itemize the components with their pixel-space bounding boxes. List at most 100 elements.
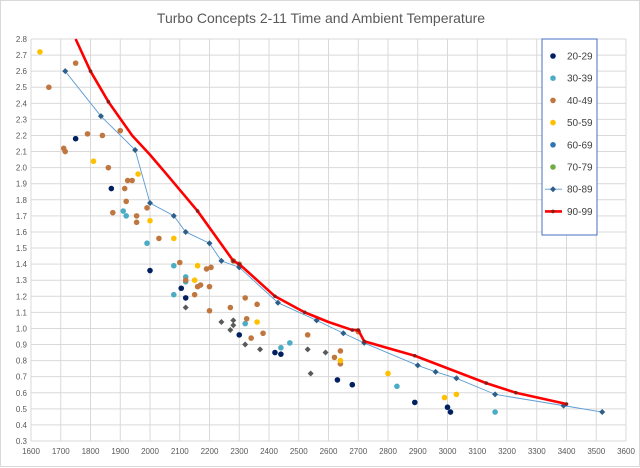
data-point [147, 217, 153, 224]
x-tick-label: 2800 [379, 447, 397, 456]
data-point [350, 328, 355, 332]
y-tick-label: 1.5 [16, 244, 28, 253]
data-point [307, 370, 314, 377]
legend-label: 60-69 [567, 140, 593, 151]
legend-item: 60-69 [550, 140, 593, 151]
legend-marker [550, 142, 556, 148]
data-point [414, 362, 421, 369]
y-tick-label: 1.7 [16, 212, 28, 221]
y-tick-label: 1.3 [16, 276, 28, 285]
data-point [72, 60, 79, 66]
data-point [349, 381, 356, 388]
data-point [236, 332, 243, 338]
data-point [411, 399, 418, 406]
data-point [203, 266, 210, 272]
data-point [132, 146, 139, 153]
data-point [322, 349, 329, 356]
data-point [105, 164, 112, 171]
data-point [304, 346, 311, 353]
x-tick-label: 3000 [439, 447, 457, 456]
legend-label: 20-29 [567, 52, 593, 63]
x-tick-label: 3300 [528, 447, 546, 456]
y-tick-label: 2.2 [16, 131, 28, 140]
legend-marker [550, 164, 556, 170]
data-point [453, 391, 460, 398]
legend-marker [550, 97, 556, 104]
legend-label: 70-79 [567, 163, 593, 174]
data-point [197, 282, 204, 288]
y-tick-label: 0.8 [16, 357, 28, 366]
data-point [274, 299, 281, 306]
data-point [133, 213, 140, 219]
x-tick-label: 1700 [52, 447, 70, 456]
data-point [121, 185, 128, 192]
legend-item: 50-59 [550, 118, 593, 129]
data-point [144, 240, 150, 247]
data-point [206, 307, 213, 314]
data-point [385, 370, 391, 377]
legend-item: 70-79 [550, 163, 593, 174]
data-point [147, 200, 153, 207]
data-point [206, 283, 213, 290]
data-point [599, 409, 606, 416]
data-point [334, 377, 341, 383]
x-tick-label: 3100 [468, 447, 486, 456]
data-point [123, 213, 129, 219]
x-tick-label: 3400 [558, 447, 576, 456]
y-tick-label: 1.1 [16, 308, 28, 317]
data-point [120, 208, 127, 214]
data-point [182, 277, 189, 284]
data-point [176, 259, 183, 266]
x-tick-label: 2300 [230, 447, 248, 456]
y-tick-label: 1.4 [16, 260, 28, 269]
data-point [242, 295, 248, 301]
data-point [191, 277, 198, 284]
data-point [254, 301, 260, 308]
y-tick-label: 0.3 [16, 437, 28, 446]
y-axis-ticks: 0.3 0.4 0.5 0.6 0.7 0.8 0.9 1.0 1.1 1.2 1.3 1.4 1.5 1… [16, 35, 28, 446]
data-point [337, 348, 344, 354]
x-tick-label: 2500 [290, 447, 308, 456]
data-point [218, 319, 225, 326]
data-point [123, 198, 129, 205]
data-point [242, 341, 249, 348]
y-tick-label: 0.9 [16, 341, 28, 350]
data-point [88, 69, 93, 73]
data-series [37, 38, 606, 416]
data-point [242, 320, 248, 327]
legend-item: 80-89 [545, 185, 593, 196]
data-point [117, 127, 124, 134]
data-point [302, 310, 307, 315]
data-point [156, 235, 162, 242]
x-tick-label: 2700 [349, 447, 367, 456]
data-point [412, 353, 417, 358]
data-point [144, 205, 150, 211]
legend-box [541, 38, 598, 236]
data-point [453, 375, 460, 382]
data-point [97, 113, 104, 120]
y-tick-label: 0.5 [16, 405, 28, 414]
y-tick-label: 0.4 [16, 421, 28, 430]
data-point [484, 381, 488, 385]
data-point [135, 171, 141, 177]
data-point [278, 344, 284, 351]
y-tick-label: 1.8 [16, 196, 28, 205]
y-tick-label: 1.9 [16, 180, 28, 189]
data-point [331, 354, 338, 361]
x-tick-label: 3200 [498, 447, 516, 456]
y-tick-label: 2.0 [16, 164, 28, 173]
data-point [171, 262, 177, 269]
legend-item: 30-39 [550, 74, 593, 85]
data-point [227, 327, 234, 334]
x-tick-label: 3600 [617, 447, 635, 456]
data-point [304, 332, 311, 338]
data-point [171, 291, 177, 298]
data-point [432, 368, 439, 375]
data-point [257, 346, 264, 353]
x-tick-label: 1900 [111, 447, 129, 456]
legend-marker [550, 75, 556, 81]
data-point [182, 228, 189, 235]
x-tick-label: 2600 [320, 447, 338, 456]
